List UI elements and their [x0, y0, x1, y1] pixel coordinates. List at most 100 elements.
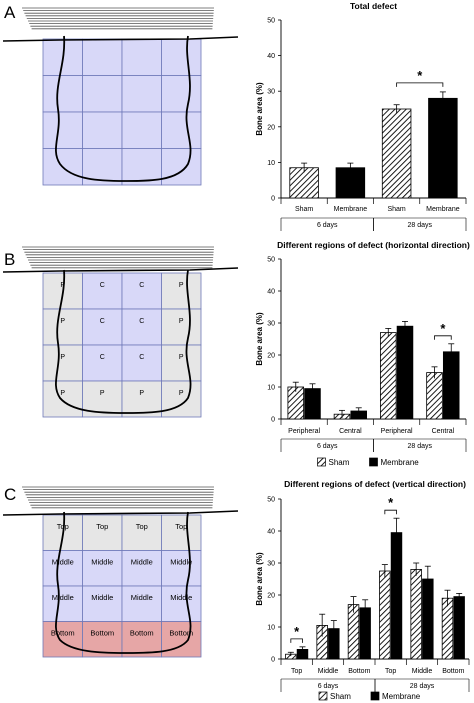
cell-label: Middle — [170, 593, 192, 602]
bar — [442, 351, 460, 420]
cell-label: P — [60, 354, 65, 361]
cell-label: P — [139, 390, 144, 397]
y-tick-label: 20 — [267, 593, 275, 600]
grid-cell — [82, 550, 123, 587]
legend-label: Sham — [329, 458, 350, 467]
bone-surface-line — [2, 36, 239, 42]
grid-cell — [82, 38, 123, 76]
significance-marker: * — [388, 495, 394, 510]
x-tick-label: Central — [339, 428, 362, 435]
cell-label: C — [100, 354, 105, 361]
grid-cell — [42, 585, 83, 622]
x-tick-label: Middle — [412, 668, 433, 675]
cell-label: Middle — [52, 593, 74, 602]
cell-label: P — [179, 282, 184, 289]
grid-cell — [161, 38, 202, 76]
cell-label: Top — [96, 522, 108, 531]
bar — [381, 108, 412, 199]
x-tick-label: Bottom — [348, 668, 370, 675]
grid-cell — [161, 308, 202, 346]
cell-label: P — [179, 354, 184, 361]
defect-diagram-total — [2, 7, 239, 186]
grid-cell — [42, 75, 83, 113]
y-tick-label: 50 — [267, 497, 275, 504]
y-tick-label: 0 — [271, 196, 275, 203]
grid-cell — [82, 111, 123, 149]
cell-label: Middle — [131, 593, 153, 602]
chart-title: Different regions of defect (vertical di… — [284, 479, 466, 489]
group-label: 6 days — [317, 222, 338, 229]
cell-label: Top — [136, 522, 148, 531]
cell-label: P — [60, 318, 65, 325]
grid-cell — [82, 75, 123, 113]
grid-cell — [42, 380, 83, 418]
grid-cell — [121, 308, 162, 346]
bar — [347, 604, 360, 660]
x-tick-label: Middle — [318, 668, 339, 675]
panel-label-b: B — [4, 250, 15, 269]
cell-label: C — [139, 354, 144, 361]
grid-cell — [121, 380, 162, 418]
grid-cell — [161, 514, 202, 551]
x-tick-label: Bottom — [442, 668, 464, 675]
cell-label: Bottom — [169, 628, 193, 637]
legend-label: Membrane — [381, 458, 420, 467]
grid-cell — [121, 550, 162, 587]
y-tick-label: 30 — [267, 89, 275, 96]
legend-swatch — [369, 457, 378, 467]
grid-cell — [161, 585, 202, 622]
grid-cell — [161, 148, 202, 186]
group-label: 6 days — [318, 683, 339, 690]
legend-swatch — [318, 691, 328, 701]
defect-diagram-vertical: Top Top Top Top Middle Middle Middle Middle Midd… — [2, 486, 239, 658]
x-tick-label: Membrane — [426, 206, 460, 213]
y-tick-label: 0 — [271, 417, 275, 424]
grid-cell — [82, 308, 123, 346]
cell-label: Middle — [131, 557, 153, 566]
bar — [390, 532, 403, 660]
cell-label: C — [100, 318, 105, 325]
group-label: 28 days — [407, 443, 432, 450]
grid-cell — [161, 75, 202, 113]
chart-title: Different regions of defect (horizontal … — [277, 240, 470, 250]
cell-label: C — [139, 282, 144, 289]
cell-label: C — [139, 318, 144, 325]
grid-cell — [121, 344, 162, 382]
y-tick-label: 30 — [267, 561, 275, 568]
significance-bracket — [290, 638, 303, 643]
chart-horizontal-regions: Different regions of defect (horizontal … — [255, 240, 470, 467]
significance-marker: * — [294, 624, 300, 639]
y-tick-label: 20 — [267, 124, 275, 131]
grid-cell — [82, 148, 123, 186]
grid-cell — [42, 621, 83, 658]
bar — [410, 569, 422, 660]
x-tick-label: Top — [291, 668, 302, 675]
cell-label: Middle — [52, 557, 74, 566]
bone-surface-line — [2, 510, 239, 516]
grid-cell — [121, 38, 162, 76]
grid-cell — [161, 344, 202, 382]
cell-label: Bottom — [51, 628, 75, 637]
grid-cell — [121, 272, 162, 310]
bar — [379, 332, 397, 420]
cell-label: C — [100, 282, 105, 289]
grid-cell — [42, 308, 83, 346]
bar — [289, 167, 319, 199]
grid-cell — [42, 550, 83, 587]
y-tick-label: 10 — [267, 160, 275, 167]
x-tick-label: Sham — [387, 206, 405, 213]
y-tick-label: 50 — [267, 18, 275, 25]
significance-bracket — [434, 335, 452, 340]
chart-title: Total defect — [350, 1, 397, 11]
cell-label: Bottom — [130, 628, 154, 637]
defect-outline — [55, 35, 192, 182]
bar — [335, 167, 366, 199]
bar — [379, 570, 391, 660]
significance-marker: * — [440, 321, 446, 336]
x-tick-label: Peripheral — [288, 428, 320, 435]
defect-outline — [55, 269, 192, 414]
x-tick-label: Peripheral — [381, 428, 413, 435]
y-axis-label: Bone area (%) — [255, 552, 264, 606]
significance-bracket — [384, 509, 397, 515]
y-axis-label: Bone area (%) — [255, 312, 264, 366]
